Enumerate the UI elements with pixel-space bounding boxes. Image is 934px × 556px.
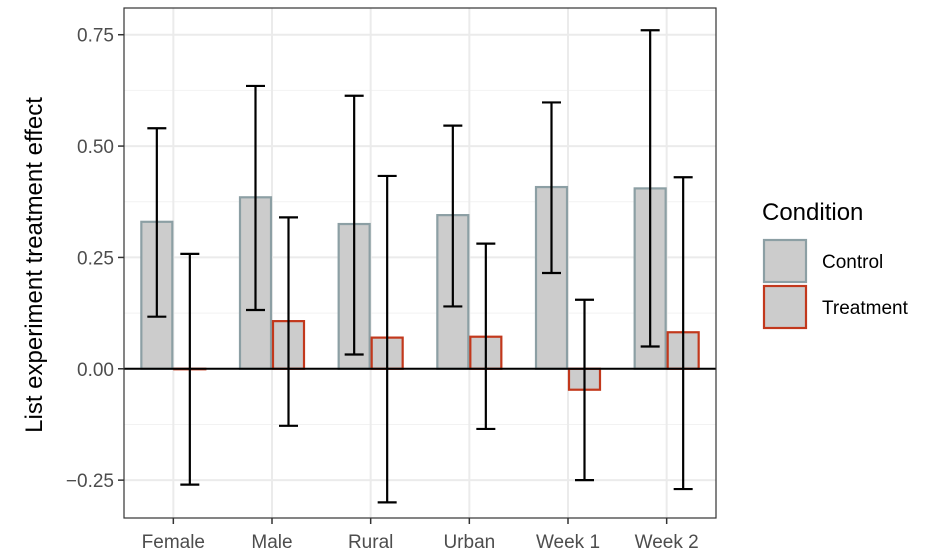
y-axis-label: List experiment treatment effect xyxy=(21,97,48,433)
error-bar xyxy=(443,124,463,308)
legend-swatch xyxy=(762,284,808,330)
legend-title: Condition xyxy=(762,199,863,226)
x-tick-label: Week 1 xyxy=(536,532,600,553)
panel-border xyxy=(123,7,717,519)
error-bars xyxy=(147,29,693,504)
x-tick-label: Urban xyxy=(443,532,495,553)
y-tick-label: −0.25 xyxy=(66,471,114,492)
error-bar xyxy=(180,252,200,486)
error-bar xyxy=(542,101,561,275)
y-tick-label: 0.50 xyxy=(77,137,114,158)
error-bar xyxy=(640,29,660,348)
error-bar xyxy=(377,174,397,504)
legend-label: Treatment xyxy=(822,298,909,319)
minor-grid xyxy=(124,89,716,425)
legend-swatch xyxy=(762,238,808,284)
error-bar xyxy=(147,127,167,318)
error-bar xyxy=(279,216,298,427)
error-bar xyxy=(673,176,693,491)
x-tick-label: Female xyxy=(142,532,205,553)
legend-label: Control xyxy=(822,252,883,273)
y-axis: −0.25 0.00 0.25 0.50 0.75 xyxy=(66,26,124,492)
legend-item-treatment: Treatment xyxy=(762,284,909,330)
error-bar xyxy=(246,84,265,312)
y-tick-label: 0.25 xyxy=(77,248,114,269)
x-tick-label: Male xyxy=(251,532,292,553)
error-bar xyxy=(344,94,364,356)
y-tick-label: 0.75 xyxy=(77,26,114,47)
legend: Condition Control Treatment xyxy=(762,199,909,330)
legend-item-control: Control xyxy=(762,238,883,284)
y-tick-label: 0.00 xyxy=(77,360,114,381)
error-bar xyxy=(575,298,594,482)
error-bar xyxy=(476,242,496,431)
x-tick-label: Week 2 xyxy=(635,532,699,553)
x-tick-label: Rural xyxy=(348,532,393,553)
x-axis: Female Male Rural Urban Week 1 Week 2 xyxy=(142,518,699,553)
